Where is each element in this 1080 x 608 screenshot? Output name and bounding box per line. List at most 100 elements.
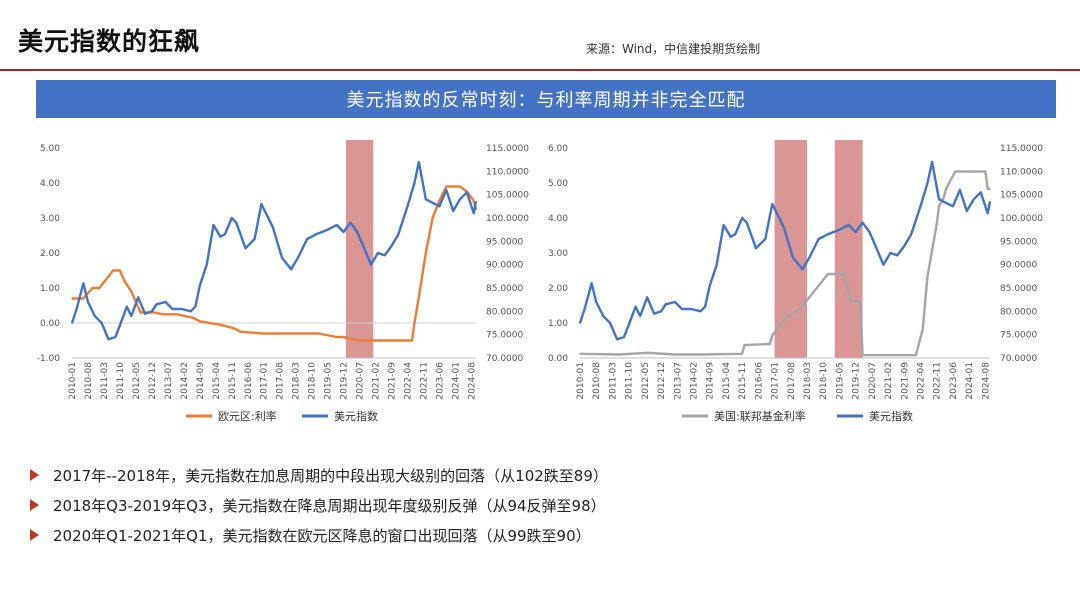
x-tick-label: 2010-01: [576, 362, 586, 400]
data-point: [306, 238, 308, 240]
x-tick-label: 2024-08: [981, 362, 991, 400]
data-point: [411, 339, 413, 342]
data-point: [87, 301, 89, 303]
data-point: [949, 179, 952, 181]
data-point: [623, 336, 625, 338]
data-point: [349, 221, 352, 224]
data-point: [342, 336, 345, 338]
data-point: [827, 233, 829, 236]
data-point: [397, 233, 400, 236]
y-left-tick-label: 3.00: [548, 249, 568, 259]
y-right-tick-label: 80.0000: [486, 307, 523, 317]
data-point: [119, 324, 121, 327]
bullet-item: 2017年--2018年，美元指数在加息周期的中段出现大级别的回落（从102跌至…: [30, 460, 608, 490]
x-tick-label: 2012-05: [641, 362, 651, 400]
y-right-tick-label: 75.0000: [486, 331, 523, 341]
banner: 美元指数的反常时刻：与利率周期并非完全匹配: [36, 80, 1056, 118]
x-tick-label: 2019-05: [324, 362, 334, 400]
data-point: [903, 245, 906, 247]
data-point: [94, 315, 96, 317]
data-point: [107, 338, 110, 341]
data-point: [743, 344, 746, 346]
x-tick-label: 2015-11: [228, 362, 238, 400]
data-point: [71, 297, 73, 300]
data-point: [219, 235, 222, 238]
data-point: [861, 221, 864, 224]
data-point: [924, 301, 926, 304]
data-point: [326, 228, 329, 231]
x-tick-label: 2022-04: [917, 362, 927, 400]
data-point: [205, 263, 208, 266]
data-point: [438, 199, 441, 202]
data-point: [896, 354, 899, 356]
data-point: [942, 196, 945, 199]
data-point: [986, 212, 989, 215]
data-point: [931, 249, 933, 251]
data-point: [472, 212, 475, 215]
y-right-tick-label: 70.0000: [1000, 354, 1037, 364]
data-point: [290, 268, 292, 271]
data-point: [817, 238, 820, 240]
x-tick-label: 2013-07: [673, 362, 683, 400]
legend-label: 美国:联邦基金利率: [714, 409, 806, 423]
data-point: [424, 252, 427, 254]
data-point: [847, 224, 850, 226]
y-left-tick-label: 0.00: [548, 354, 568, 364]
bullet-item: 2020年Q1-2021年Q1，美元指数在欧元区降息的窗口出现回落（从99跌至9…: [30, 520, 608, 550]
x-tick-label: 2014-09: [196, 362, 206, 400]
x-tick-label: 2011-03: [100, 362, 110, 400]
data-point: [192, 316, 194, 319]
data-point: [690, 308, 692, 310]
bullet-text: 2017年--2018年，美元指数在加息周期的中段出现大级别的回落（从102跌至…: [53, 466, 608, 485]
data-point: [792, 256, 794, 259]
data-point: [155, 303, 158, 306]
data-point: [646, 296, 648, 299]
data-point: [413, 182, 416, 184]
data-point: [297, 256, 299, 259]
data-point: [475, 200, 477, 203]
x-tick-label: 2021-02: [372, 362, 382, 400]
data-point: [244, 247, 247, 250]
data-point: [119, 269, 121, 272]
arrow-bullet-icon: [30, 499, 39, 511]
chart-euro-rate-vs-dxy: -1.00 0.00 1.00 2.00 3.00 4.00 5.00 70.0000 75.0…: [37, 140, 529, 423]
data-point: [219, 323, 222, 326]
x-tick-label: 2022-11: [933, 362, 943, 400]
series-line: [579, 170, 990, 357]
data-point: [189, 310, 192, 313]
data-point: [847, 290, 850, 293]
data-point: [699, 310, 702, 313]
data-point: [272, 226, 274, 229]
data-point: [176, 313, 178, 316]
data-point: [100, 322, 103, 324]
x-tick-label: 2013-07: [164, 362, 174, 400]
data-point: [459, 198, 461, 201]
data-point: [199, 284, 201, 287]
data-point: [459, 185, 461, 188]
y-right-tick-label: 85.0000: [1000, 284, 1037, 294]
data-point: [945, 188, 947, 190]
data-point: [445, 189, 448, 191]
data-point: [390, 245, 393, 247]
x-tick-label: 2022-11: [420, 362, 430, 400]
data-point: [938, 205, 940, 208]
data-point: [861, 354, 864, 356]
data-point: [123, 280, 126, 282]
data-point: [843, 273, 845, 275]
data-point: [627, 324, 630, 327]
data-point: [383, 339, 386, 342]
data-point: [889, 252, 892, 254]
series-line: [72, 185, 478, 342]
y-right-tick-label: 85.0000: [486, 284, 523, 294]
data-point: [984, 170, 987, 173]
data-point: [771, 334, 774, 337]
bullet-list: 2017年--2018年，美元指数在加息周期的中段出现大级别的回落（从102跌至…: [30, 460, 608, 550]
data-point: [452, 210, 454, 212]
data-point: [785, 316, 787, 319]
data-point: [701, 353, 704, 356]
data-point: [315, 233, 318, 236]
data-point: [164, 301, 167, 303]
data-point: [358, 339, 361, 342]
data-point: [952, 205, 954, 208]
x-tick-label: 2015-04: [212, 362, 222, 400]
